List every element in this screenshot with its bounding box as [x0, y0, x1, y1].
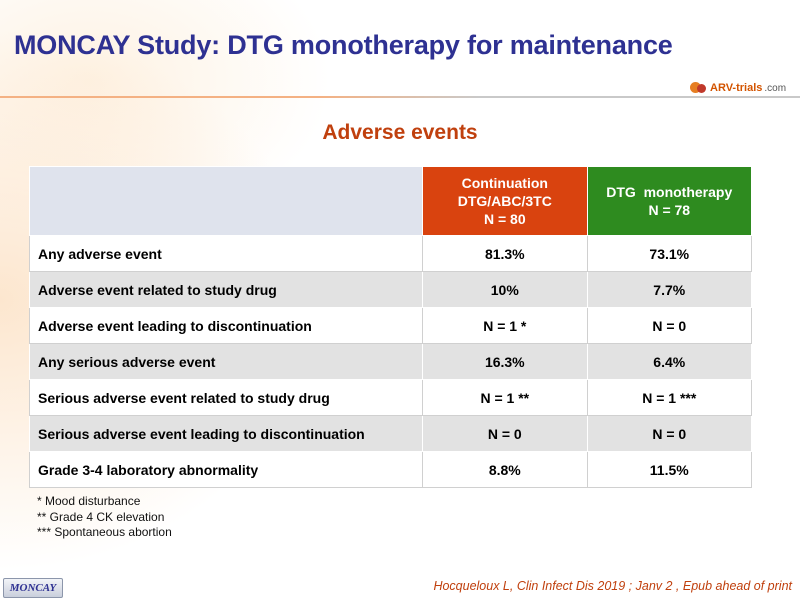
table-row: Adverse event leading to discontinuation…: [28, 307, 753, 344]
footnote: * Mood disturbance: [37, 494, 141, 508]
header-continuation-line-1: Continuation: [461, 175, 548, 191]
monotherapy-value: 7.7%: [586, 271, 753, 308]
monotherapy-value: N = 1 ***: [586, 379, 753, 416]
monotherapy-value: N = 0: [586, 415, 753, 452]
row-label: Any serious adverse event: [28, 343, 424, 380]
monotherapy-value: 11.5%: [586, 451, 753, 488]
slide-subtitle: Adverse events: [322, 121, 478, 144]
continuation-value: N = 1 **: [422, 379, 588, 416]
arv-trials-logo: ARV-trials .com: [690, 78, 786, 98]
header-continuation-line-3: N = 80: [483, 211, 526, 227]
monotherapy-value: N = 0: [586, 307, 753, 344]
logo-text: ARV-trials: [710, 82, 763, 94]
header-continuation-line-2: DTG/ABC/3TC: [457, 193, 552, 209]
row-label: Adverse event related to study drug: [28, 271, 424, 308]
footnote: *** Spontaneous abortion: [37, 525, 172, 539]
row-label: Grade 3-4 laboratory abnormality: [28, 451, 424, 488]
continuation-value: 8.8%: [422, 451, 588, 488]
table-row: Adverse event related to study drug 10% …: [28, 271, 753, 308]
monotherapy-value: 73.1%: [586, 235, 753, 272]
table-row: Serious adverse event leading to discont…: [28, 415, 753, 452]
continuation-value: 10%: [422, 271, 588, 308]
title-divider: [0, 96, 800, 98]
logo-suffix: .com: [764, 82, 787, 94]
logo-mark-icon: [690, 82, 708, 94]
header-monotherapy-line-1: DTG monotherapy: [606, 184, 733, 200]
continuation-value: 81.3%: [422, 235, 588, 272]
row-label: Serious adverse event related to study d…: [28, 379, 424, 416]
footnote: ** Grade 4 CK elevation: [37, 509, 165, 524]
row-label: Any adverse event: [28, 235, 424, 272]
adverse-events-table: Continuation DTG/ABC/3TC N = 80 DTG mono…: [28, 166, 753, 488]
table-row: Any serious adverse event 16.3% 6.4%: [28, 343, 753, 380]
table-row: Grade 3-4 laboratory abnormality 8.8% 11…: [28, 451, 753, 488]
continuation-value: N = 1 *: [422, 307, 588, 344]
row-label: Adverse event leading to discontinuation: [28, 307, 424, 344]
footnotes: * Mood disturbance ** Grade 4 CK elevati…: [37, 494, 172, 541]
continuation-value: N = 0: [422, 415, 588, 452]
table-header-row: Continuation DTG/ABC/3TC N = 80 DTG mono…: [28, 166, 753, 236]
table-row: Any adverse event 81.3% 73.1%: [28, 235, 753, 272]
citation: Hocqueloux L, Clin Infect Dis 2019 ; Jan…: [433, 579, 792, 593]
header-continuation: Continuation DTG/ABC/3TC N = 80: [422, 166, 588, 236]
header-monotherapy: DTG monotherapy N = 78: [586, 166, 753, 236]
table-row: Serious adverse event related to study d…: [28, 379, 753, 416]
monotherapy-value: 6.4%: [586, 343, 753, 380]
study-badge: MONCAY: [3, 578, 63, 598]
header-blank-cell: [28, 166, 424, 236]
row-label: Serious adverse event leading to discont…: [28, 415, 424, 452]
continuation-value: 16.3%: [422, 343, 588, 380]
slide-title: MONCAY Study: DTG monotherapy for mainte…: [14, 30, 673, 60]
header-monotherapy-line-2: N = 78: [648, 202, 691, 218]
